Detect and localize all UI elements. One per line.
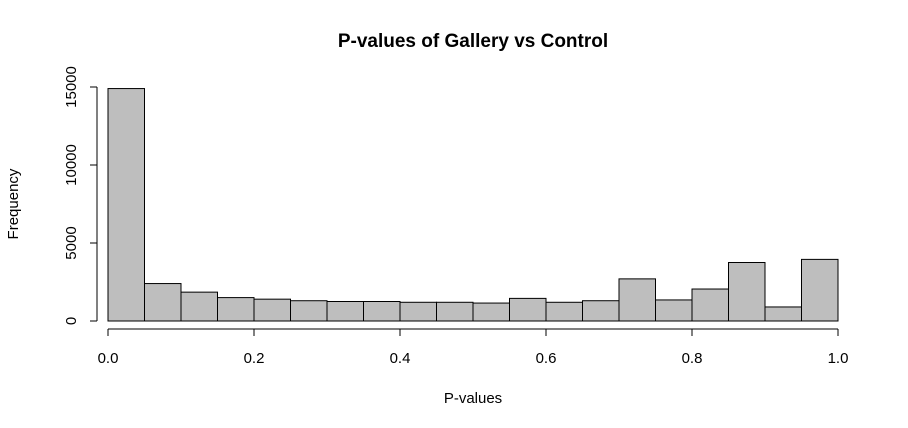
histogram-bar <box>655 299 693 322</box>
y-tick-label: 15000 <box>63 66 80 108</box>
histogram-bar <box>253 298 291 322</box>
histogram-bar <box>107 88 145 322</box>
histogram-bar <box>582 300 620 322</box>
histogram-bar <box>509 297 547 322</box>
histogram-bar <box>472 302 510 322</box>
histogram-bar <box>144 283 182 322</box>
histogram-bar <box>728 262 766 322</box>
y-axis: 0 5000 10000 15000 <box>63 66 98 325</box>
histogram-bar <box>363 301 401 322</box>
histogram-bar <box>618 278 656 322</box>
y-tick-label: 5000 <box>63 226 80 259</box>
y-tick-label: 0 <box>63 317 80 325</box>
histogram-bar <box>399 301 437 322</box>
chart-title: P-values of Gallery vs Control <box>338 31 608 52</box>
x-axis: 0.0 0.2 0.4 0.6 0.8 1.0 <box>98 328 849 367</box>
histogram-bar <box>436 301 474 322</box>
x-tick-label: 0.2 <box>244 350 265 367</box>
x-tick-label: 0.0 <box>98 350 119 367</box>
bars-group <box>107 88 839 322</box>
histogram-bar <box>801 258 839 322</box>
x-tick-label: 1.0 <box>828 350 849 367</box>
histogram-bar <box>764 306 802 322</box>
histogram-bar <box>326 301 364 322</box>
x-tick-label: 0.4 <box>390 350 411 367</box>
histogram-bar <box>290 300 328 322</box>
histogram-bar <box>545 301 583 322</box>
histogram-bar <box>217 297 255 322</box>
x-tick-label: 0.6 <box>536 350 557 367</box>
histogram-bar <box>691 288 729 322</box>
histogram-bar <box>180 291 218 322</box>
x-tick-label: 0.8 <box>682 350 703 367</box>
y-tick-label: 10000 <box>63 144 80 186</box>
x-axis-label: P-values <box>444 390 502 407</box>
y-axis-label: Frequency <box>5 168 22 239</box>
